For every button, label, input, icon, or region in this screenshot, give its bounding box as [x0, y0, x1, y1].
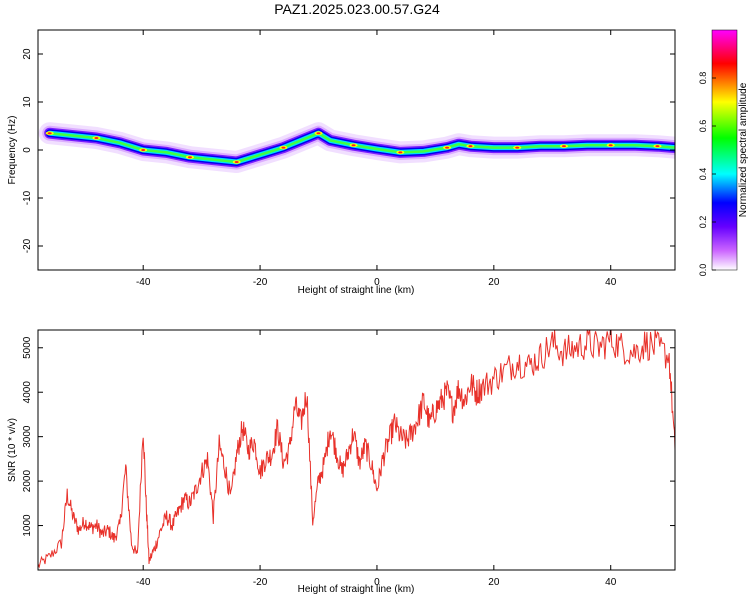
colorbar-frame: [711, 29, 738, 271]
snr-frame: [37, 329, 676, 571]
snr-x-tick-label: 0: [374, 577, 380, 588]
snr-x-axis-label: Height of straight line (km): [298, 584, 415, 595]
ridge-peak: [561, 145, 566, 148]
colorbar-swatch: [712, 30, 737, 270]
ridge-peak: [398, 151, 403, 154]
spectrogram-x-ticks: -40 -20 0 20 40: [136, 30, 617, 288]
ridge-peak: [281, 146, 286, 149]
spectrogram-y-tick-label: -20: [22, 238, 33, 253]
colorbar-tick-label: 0.8: [698, 72, 708, 85]
colorbar: 0.0 0.2 0.4 0.6 0.8 Normalized spectral ampl…: [698, 29, 749, 277]
ridge-peak: [351, 144, 356, 147]
snr-x-ticks: -40 -20 0 20 40: [136, 330, 617, 588]
spectrogram-y-ticks: -20 -10 0 10 20: [22, 48, 675, 253]
ridge-peak: [234, 161, 239, 163]
spectrogram-ridge: [38, 122, 675, 173]
colorbar-tick-label: 0.2: [698, 216, 708, 229]
colorbar-tick-label: 0.0: [698, 264, 708, 277]
ridge-peak: [515, 146, 520, 149]
colorbar-tick-label: 0.4: [698, 168, 708, 181]
spectrogram-x-tick-label: 40: [605, 277, 617, 288]
snr-x-tick-label: 20: [488, 577, 500, 588]
spectrogram-x-tick-label: -40: [136, 277, 151, 288]
spectrogram-y-tick-label: 20: [22, 48, 33, 60]
ridge-peak: [468, 145, 473, 148]
spectrogram-x-tick-label: 20: [488, 277, 500, 288]
spectrogram-x-axis-label: Height of straight line (km): [298, 285, 415, 296]
spectrogram-y-tick-label: 10: [22, 96, 33, 108]
spectrogram-y-tick-label: -10: [22, 190, 33, 205]
colorbar-tick-label: 0.6: [698, 120, 708, 133]
spectrogram-panel: -40 -20 0 20 40 -20 -10 0 10 20 Height of straig…: [7, 29, 676, 296]
ridge-peak: [187, 156, 192, 159]
snr-y-tick-label: 3000: [22, 425, 33, 448]
snr-x-tick-label: 40: [605, 577, 617, 588]
snr-panel: -40 -20 0 20 40 1000 2000 3000 4000 5000 Height …: [7, 329, 676, 595]
ridge-peak: [141, 149, 146, 151]
ridge-peak: [608, 144, 613, 147]
snr-y-axis-label: SNR (10 * v/v): [7, 418, 18, 482]
snr-x-tick-label: -40: [136, 577, 151, 588]
colorbar-label: Normalized spectral amplitude: [738, 82, 749, 217]
snr-y-tick-label: 1000: [22, 514, 33, 537]
ridge-peak: [316, 132, 321, 135]
figure-title: PAZ1.2025.023.00.57.G24: [274, 1, 440, 17]
spectrogram-y-tick-label: 0: [22, 147, 33, 153]
snr-y-ticks: 1000 2000 3000 4000 5000: [22, 336, 675, 537]
spectrogram-y-axis-label: Frequency (Hz): [7, 116, 18, 185]
spectrogram-x-tick-label: 0: [374, 277, 380, 288]
ridge-peak: [94, 137, 99, 139]
snr-y-tick-label: 2000: [22, 470, 33, 493]
snr-y-tick-label: 5000: [22, 336, 33, 359]
snr-y-tick-label: 4000: [22, 381, 33, 404]
colorbar-ticks: 0.0 0.2 0.4 0.6 0.8: [698, 72, 716, 277]
snr-series-line: [38, 330, 675, 569]
ridge-peak: [445, 146, 450, 149]
snr-x-tick-label: -20: [253, 577, 268, 588]
ridge-peak: [47, 132, 52, 135]
ridge-peak: [655, 145, 660, 148]
spectrogram-x-tick-label: -20: [253, 277, 268, 288]
